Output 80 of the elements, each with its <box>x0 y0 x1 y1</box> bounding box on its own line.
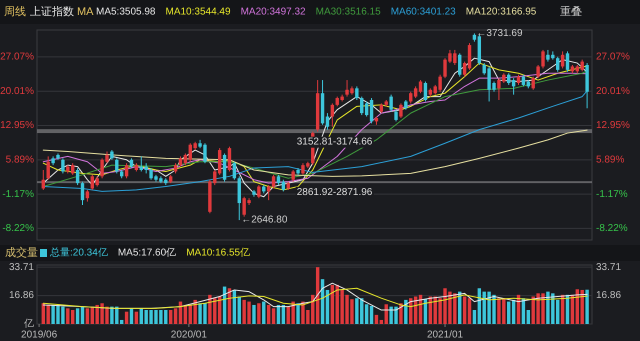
candlestick <box>560 50 564 69</box>
candlestick <box>532 76 535 90</box>
y-tick-label: 5.89% <box>6 154 34 166</box>
bar <box>257 303 261 324</box>
bar <box>404 300 408 324</box>
text: MA20:3497.32 <box>240 6 306 18</box>
y-tick-label: 亿 <box>23 318 34 330</box>
y-tick-label: 27.07% <box>0 52 34 63</box>
candlestick <box>424 81 428 102</box>
candlestick <box>110 150 114 160</box>
chart-title: 成交量 <box>5 246 38 259</box>
text: MA5:3505.98 <box>96 6 156 18</box>
bar <box>124 312 128 324</box>
candlestick <box>389 94 393 112</box>
line-series <box>42 282 588 311</box>
y2-tick-label: 12.95% <box>596 120 630 132</box>
candlestick <box>42 170 45 190</box>
x-tick-label: 2020/01 <box>170 330 208 341</box>
y-tick-label: -1.17% <box>2 188 34 200</box>
bar <box>424 299 428 324</box>
candlestick <box>124 162 128 179</box>
band-label: 3152.81-3174.66 <box>296 136 373 148</box>
candlestick <box>232 161 236 180</box>
candlestick <box>76 168 80 186</box>
candlestick <box>266 184 270 201</box>
candlestick <box>536 64 540 79</box>
chart-title: 上证指数 <box>30 4 74 18</box>
candlestick <box>61 158 65 174</box>
candlestick <box>556 56 560 72</box>
y-tick-label: 33.71 <box>8 262 34 273</box>
x-tick-label: 2021/01 <box>426 330 464 341</box>
candlestick <box>355 86 359 100</box>
bar <box>222 286 226 324</box>
y-tick-label: 20.01% <box>0 86 34 97</box>
y2-tick-label: -8.22% <box>596 223 628 234</box>
annotation: ←3731.69 <box>476 28 524 40</box>
text: MA120:3166.95 <box>466 6 537 18</box>
candlestick <box>380 102 384 114</box>
annotation: ←2646.80 <box>241 214 288 226</box>
text: MA5:17.60亿 <box>118 248 176 259</box>
bar <box>458 292 462 324</box>
band-label: 2861.92-2871.96 <box>296 186 373 198</box>
candlestick <box>174 162 178 174</box>
candlestick <box>257 184 261 199</box>
candlestick <box>86 189 90 202</box>
line-series <box>42 288 588 309</box>
y2-tick-label: 27.07% <box>596 52 630 63</box>
text: MA <box>77 6 94 18</box>
y-tick-label: -8.22% <box>2 223 34 234</box>
text: MA10:3544.49 <box>166 6 231 18</box>
y-tick-label: 12.95% <box>0 120 34 132</box>
y-tick-label: 16.86 <box>8 290 34 302</box>
line-series <box>42 130 588 177</box>
text: MA10:16.55亿 <box>186 248 250 259</box>
text: MA60:3401.23 <box>390 6 456 18</box>
bar <box>296 303 300 324</box>
bar <box>262 302 266 324</box>
x-tick-label: 2019/06 <box>21 330 58 341</box>
candlestick <box>272 174 276 189</box>
candlestick <box>404 100 408 110</box>
candlestick <box>399 102 403 118</box>
candlestick <box>291 170 295 182</box>
candlestick <box>115 158 118 174</box>
legend-label: 总量:20.34亿 <box>49 246 108 259</box>
candlestick <box>516 74 520 86</box>
candlestick <box>458 52 462 78</box>
text: MA30:3516.15 <box>316 6 382 18</box>
candlestick <box>330 102 334 128</box>
candlestick <box>394 109 398 122</box>
bar <box>585 290 589 324</box>
candlestick <box>46 156 50 180</box>
y2-tick-label: 33.71 <box>596 262 622 273</box>
text: 重叠 <box>560 4 582 18</box>
y2-tick-label: 20.01% <box>596 86 630 97</box>
y2-tick-label: 5.89% <box>596 154 624 166</box>
bar <box>134 312 138 324</box>
y2-tick-label: -1.17% <box>596 188 628 200</box>
y2-tick-label: 16.86 <box>596 290 622 302</box>
bar <box>560 294 564 324</box>
text: 周线 <box>4 4 26 18</box>
